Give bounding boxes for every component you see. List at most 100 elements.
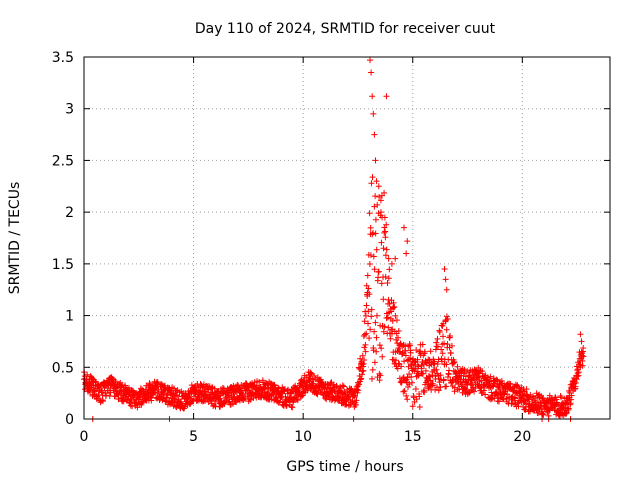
data-point xyxy=(369,174,376,181)
data-point xyxy=(272,393,279,400)
data-point xyxy=(407,349,414,356)
data-point xyxy=(401,388,408,395)
data-point xyxy=(558,394,565,401)
data-point xyxy=(412,386,419,393)
data-point xyxy=(391,303,398,310)
data-point xyxy=(115,395,122,402)
data-point xyxy=(447,333,454,340)
x-tick-label: 0 xyxy=(80,429,89,445)
data-point xyxy=(405,383,412,390)
data-point xyxy=(422,367,429,374)
data-point xyxy=(383,315,390,322)
data-point xyxy=(368,69,375,76)
data-point xyxy=(447,350,454,357)
y-tick-label: 1 xyxy=(65,309,74,325)
data-point xyxy=(427,377,434,384)
x-tick-label: 10 xyxy=(294,429,312,445)
data-point xyxy=(359,368,366,375)
data-point xyxy=(368,306,375,313)
data-point xyxy=(384,314,391,321)
data-point xyxy=(438,355,445,362)
data-point xyxy=(431,360,438,367)
y-tick-label: 0 xyxy=(65,412,74,428)
axis-ticks xyxy=(83,56,610,420)
data-point xyxy=(479,368,486,375)
data-point xyxy=(359,352,366,359)
data-point xyxy=(436,329,443,336)
data-point xyxy=(392,357,399,364)
data-point xyxy=(217,395,224,402)
data-point xyxy=(146,380,153,387)
data-point xyxy=(385,255,392,262)
data-points xyxy=(81,57,587,422)
data-point xyxy=(441,266,448,273)
data-point xyxy=(294,397,301,404)
data-point xyxy=(515,403,522,410)
data-point xyxy=(372,319,379,326)
data-point xyxy=(356,381,363,388)
data-point xyxy=(385,275,392,282)
data-point xyxy=(578,338,585,345)
data-point xyxy=(298,393,305,400)
data-point xyxy=(395,334,402,341)
data-point xyxy=(403,392,410,399)
data-point xyxy=(219,384,226,391)
data-point xyxy=(579,362,586,369)
data-point xyxy=(390,305,397,312)
data-point xyxy=(363,330,370,337)
data-point xyxy=(373,334,380,341)
y-tick-label: 3.5 xyxy=(52,50,74,66)
data-point xyxy=(339,382,346,389)
data-point xyxy=(515,385,522,392)
data-point xyxy=(128,395,135,402)
data-point xyxy=(580,353,587,360)
data-point xyxy=(373,312,380,319)
data-point xyxy=(378,280,385,287)
data-point xyxy=(365,308,372,315)
data-point xyxy=(393,317,400,324)
data-point xyxy=(388,260,395,267)
data-point xyxy=(565,405,572,412)
data-point xyxy=(436,327,443,334)
data-point xyxy=(563,410,570,417)
data-point xyxy=(362,341,369,348)
data-point xyxy=(351,392,358,399)
data-point xyxy=(380,296,387,303)
data-point xyxy=(409,403,416,410)
data-point xyxy=(294,396,301,403)
data-point xyxy=(238,387,245,394)
data-point xyxy=(402,352,409,359)
data-point xyxy=(119,381,126,388)
data-point xyxy=(421,389,428,396)
data-point xyxy=(567,400,574,407)
data-point xyxy=(379,353,386,360)
x-tick-label: 15 xyxy=(404,429,422,445)
data-point xyxy=(390,299,397,306)
data-point xyxy=(382,228,389,235)
grid-layer xyxy=(84,57,610,419)
data-point xyxy=(103,392,110,399)
data-point xyxy=(370,253,377,260)
data-point xyxy=(378,239,385,246)
data-point xyxy=(554,399,561,406)
data-point xyxy=(395,327,402,334)
data-point xyxy=(480,387,487,394)
data-point xyxy=(372,193,379,200)
data-point xyxy=(366,260,373,267)
data-point xyxy=(482,391,489,398)
data-point xyxy=(462,378,469,385)
data-point xyxy=(376,342,383,349)
data-point xyxy=(149,390,156,397)
data-point xyxy=(353,397,360,404)
data-point xyxy=(451,358,458,365)
data-point xyxy=(443,286,450,293)
data-point xyxy=(382,273,389,280)
data-point xyxy=(408,379,415,386)
data-point xyxy=(434,335,441,342)
x-tick-label: 20 xyxy=(513,429,531,445)
data-point xyxy=(357,355,364,362)
data-point xyxy=(212,398,219,405)
data-point xyxy=(494,377,501,384)
x-axis-label: GPS time / hours xyxy=(286,459,403,475)
data-point xyxy=(383,221,390,228)
